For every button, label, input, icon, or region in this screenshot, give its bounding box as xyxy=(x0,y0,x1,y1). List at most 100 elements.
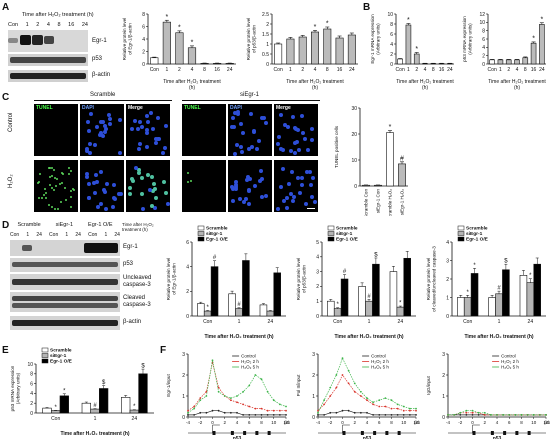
data-point xyxy=(266,414,269,416)
legend-label: H₂O₂ 2 h xyxy=(371,359,389,364)
data-point xyxy=(329,386,332,389)
x-tick-label: 10 xyxy=(271,420,277,425)
legend-swatch xyxy=(327,231,335,236)
x-tick-label: 16 xyxy=(531,67,537,73)
x-tick-label: 0 xyxy=(341,420,344,425)
channel-label: DAPI xyxy=(82,105,94,111)
y-tick-label: 1 xyxy=(442,394,445,400)
data-point xyxy=(260,414,263,416)
x-tick-label: 8 xyxy=(390,420,393,425)
row-label: H₂O₂ xyxy=(8,174,14,188)
x-tick-label: 6 xyxy=(508,420,511,425)
group-label: siEgr-1 xyxy=(240,92,260,98)
data-point xyxy=(335,411,338,414)
bar xyxy=(266,310,275,317)
data-point xyxy=(366,399,368,402)
y-tick-label: 4 xyxy=(30,391,33,397)
data-point xyxy=(532,414,535,416)
data-point xyxy=(323,399,326,402)
y-tick-label: 6 xyxy=(482,37,485,43)
y-tick-label: 3 xyxy=(182,352,185,358)
significance-mark: * xyxy=(326,21,329,28)
x-tick-label: 2 xyxy=(483,420,486,425)
exon xyxy=(267,431,271,435)
bar xyxy=(333,308,342,317)
microscopy-image: Merge xyxy=(274,104,318,156)
x-tick-label: Con xyxy=(51,416,60,422)
x-unit-label: (kb) xyxy=(544,420,550,425)
data-point xyxy=(390,407,393,410)
data-point xyxy=(199,399,202,402)
x-tick-label: 24 xyxy=(349,67,355,73)
y-axis-label: Relative protein level xyxy=(122,18,127,61)
gene-label: p53 xyxy=(363,436,372,439)
lane-label: 1 xyxy=(26,232,30,238)
chart-a2-p53-protein: 0 0.5 1 1.5 2 2.5 Relative protein level of p53… xyxy=(246,12,358,90)
significance-mark: # xyxy=(343,269,347,275)
data-point xyxy=(496,414,498,416)
lane-label: 24 xyxy=(75,232,81,238)
microscopy-image xyxy=(126,160,170,212)
x-unit-label: (kb) xyxy=(284,420,290,425)
bar xyxy=(539,24,545,65)
x-axis-label: Time after H₂O₂ treatment (h) xyxy=(204,334,273,340)
y-tick-label: 8 xyxy=(142,12,145,18)
blot-a-p53-strip xyxy=(8,54,88,66)
significance-mark: * xyxy=(415,46,418,53)
data-point xyxy=(372,403,375,406)
data-point xyxy=(415,414,417,416)
lane-label: 2 xyxy=(36,22,40,28)
x-unit-label: (kb) xyxy=(414,420,420,425)
bar xyxy=(422,63,428,65)
data-point xyxy=(285,409,287,412)
significance-mark: $ xyxy=(504,259,508,265)
bar xyxy=(489,59,495,65)
y-tick-label: 4 xyxy=(316,255,319,261)
blot-label: p53 xyxy=(92,56,103,62)
y-tick-label: 10 xyxy=(479,20,485,26)
x-tick-label: 24 xyxy=(268,319,274,325)
x-tick-label: 1 xyxy=(499,67,502,73)
panel-label-e: E xyxy=(2,345,9,356)
data-point xyxy=(347,409,350,412)
x-tick-label: Con xyxy=(203,319,212,325)
bar xyxy=(274,43,283,65)
x-axis-label: Time after H₂O₂ treatment (h) xyxy=(60,431,129,437)
x-tick-label: 24 xyxy=(227,67,233,73)
significance-mark: * xyxy=(336,302,339,308)
y-tick-label: 1 xyxy=(312,394,315,400)
bar xyxy=(162,21,171,65)
exon xyxy=(255,431,259,435)
row-label: Control xyxy=(8,112,14,132)
exon xyxy=(527,431,531,435)
y-tick-label: 0 xyxy=(182,415,185,421)
data-point xyxy=(408,407,411,410)
data-point xyxy=(526,414,529,416)
x-tick-label: 24 xyxy=(447,67,453,73)
data-point xyxy=(199,397,202,399)
y-axis-label: of Egr-1/β-actin xyxy=(128,23,133,55)
bar xyxy=(200,63,209,65)
y-tick-label: 0 xyxy=(316,314,319,320)
exon xyxy=(472,431,476,435)
data-point xyxy=(229,397,232,399)
bar xyxy=(514,59,520,65)
y-tick-label: 10 xyxy=(27,362,33,368)
y-axis-label: of p53/β-actin xyxy=(302,265,307,293)
data-point xyxy=(211,409,214,412)
legend-label: H₂O₂ 2 h xyxy=(241,359,259,364)
data-point xyxy=(471,409,474,412)
significance-mark: * xyxy=(54,405,57,411)
x-tick-label: -4 xyxy=(446,420,450,425)
bar xyxy=(502,269,510,317)
group-label: siEgr-1 xyxy=(55,222,74,228)
x-tick-label: 4 xyxy=(424,67,427,73)
x-tick-label: 24 xyxy=(539,67,545,73)
x-tick-label: 8 xyxy=(432,67,435,73)
data-point xyxy=(205,411,208,414)
y-tick-label: 0 xyxy=(442,415,445,421)
y-tick-label: 0 xyxy=(312,415,315,421)
data-point xyxy=(248,384,251,387)
significance-mark: # xyxy=(367,294,371,300)
